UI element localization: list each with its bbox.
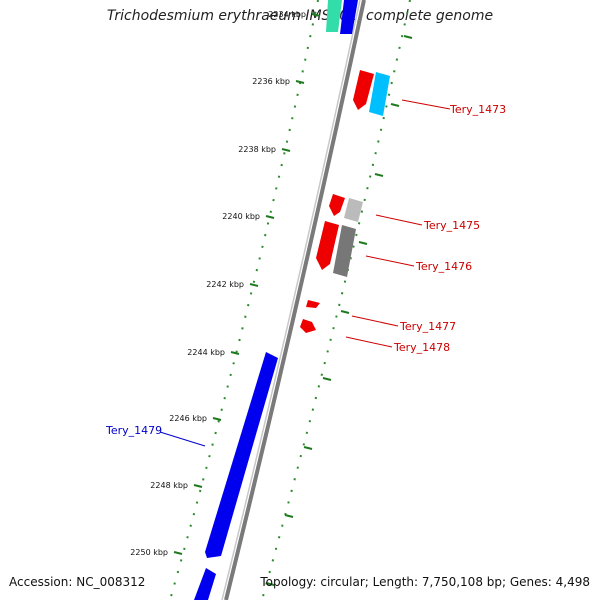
gene-box-darkgray [333, 225, 356, 277]
gene-arrow-tery-1475 [329, 194, 345, 216]
gene-label-tery-1473: Tery_1473 [449, 103, 506, 116]
tick-label: 2244 kbp [187, 348, 225, 357]
inner-dotted-ring [169, 0, 319, 600]
gene-label-tery-1479: Tery_1479 [105, 424, 162, 437]
tick-label: 2238 kbp [238, 145, 276, 154]
outer-tick-mark [322, 377, 332, 381]
genome-backbone-highlight [221, 0, 361, 600]
gene-arrow-tery-1477 [306, 300, 320, 308]
outer-dotted-ring [261, 0, 411, 600]
gene-arrow-tery-1478 [300, 319, 316, 333]
genome-backbone [224, 0, 366, 600]
tick-mark [295, 80, 305, 84]
outer-tick-mark [374, 173, 384, 177]
outer-tick-mark [284, 514, 294, 518]
tick-mark [173, 551, 183, 555]
tick-marks: 2234 kbp 2236 kbp 2238 kbp 2240 kbp 2242 kbp… [130, 10, 413, 586]
gene-arrow-tery-1479 [205, 352, 278, 558]
tick-mark [281, 148, 291, 152]
outer-tick-mark [340, 310, 350, 314]
gene-label-tery-1477: Tery_1477 [399, 320, 456, 333]
gene-box-lightgray [344, 198, 363, 222]
tick-mark [212, 417, 222, 421]
outer-tick-mark [403, 35, 413, 39]
topology-text: Topology: circular; Length: 7,750,108 bp… [260, 575, 590, 589]
gene-feature-top-blue [340, 0, 358, 34]
gene-feature-bottom-blue [194, 568, 216, 600]
tick-mark [249, 283, 259, 287]
tick-mark [265, 215, 275, 219]
tick-label: 2242 kbp [206, 280, 244, 289]
leader-line-tery-1475 [375, 214, 423, 226]
gene-arrow-tery-1476 [316, 221, 339, 270]
tick-mark [311, 13, 321, 17]
tick-label: 2246 kbp [169, 414, 207, 423]
map-title: Trichodesmium erythraeum IMS101, complet… [106, 8, 494, 24]
gene-box-cyan [369, 72, 390, 116]
leader-line-tery-1476 [365, 255, 415, 267]
tick-label: 2240 kbp [222, 212, 260, 221]
accession-text: Accession: NC_008312 [9, 575, 146, 589]
gene-label-tery-1476: Tery_1476 [415, 260, 472, 273]
tick-label: 2234 kbp [268, 10, 306, 19]
tick-label: 2248 kbp [150, 481, 188, 490]
tick-mark [193, 484, 203, 488]
outer-tick-mark [390, 103, 400, 107]
leader-line-tery-1477 [351, 315, 399, 327]
outer-tick-mark [303, 446, 313, 450]
outer-tick-mark [265, 582, 275, 586]
leader-line-tery-1473 [401, 99, 451, 110]
gene-feature-top-teal [326, 0, 342, 32]
tick-mark [230, 351, 240, 355]
tick-label: 2250 kbp [130, 548, 168, 557]
gene-arrow-tery-1473 [353, 70, 374, 110]
gene-label-tery-1475: Tery_1475 [423, 219, 480, 232]
tick-label: 2236 kbp [252, 77, 290, 86]
gene-label-tery-1478: Tery_1478 [393, 341, 450, 354]
outer-tick-mark [358, 241, 368, 245]
leader-line-tery-1478 [345, 336, 393, 348]
leader-line-tery-1479 [159, 431, 206, 447]
